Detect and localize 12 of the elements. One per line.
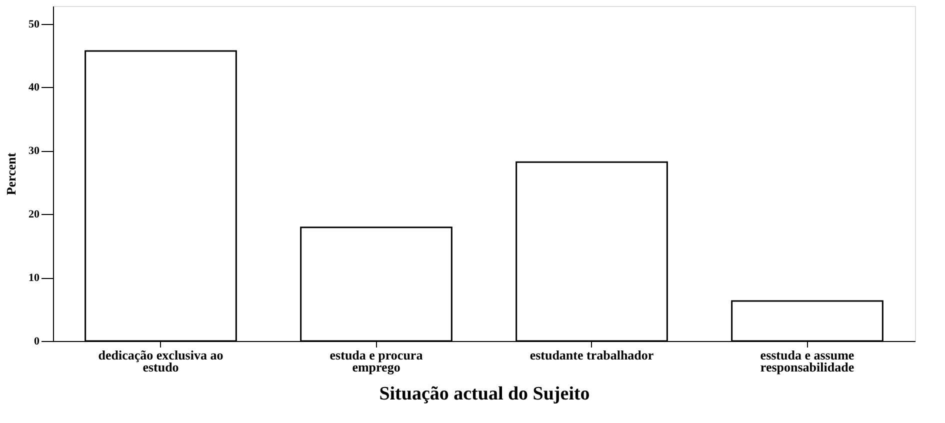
y-tick-label: 10: [28, 272, 40, 284]
x-tick-label: dedicação exclusiva ao estudo: [98, 348, 224, 374]
x-tick-label: esstuda e assume responsabilidade: [760, 348, 854, 374]
x-tick-label: estuda e procura emprego: [330, 348, 424, 374]
y-tick-label: 50: [28, 18, 40, 30]
y-axis-title: Percent: [4, 152, 18, 196]
y-tick-label: 30: [28, 145, 40, 158]
y-tick-label: 0: [34, 336, 40, 348]
x-tick-label: estudante trabalhador: [530, 348, 654, 362]
y-tick-label: 40: [28, 82, 40, 94]
y-tick-label: 20: [28, 208, 40, 221]
x-axis-title: Situação actual do Sujeito: [379, 384, 590, 404]
